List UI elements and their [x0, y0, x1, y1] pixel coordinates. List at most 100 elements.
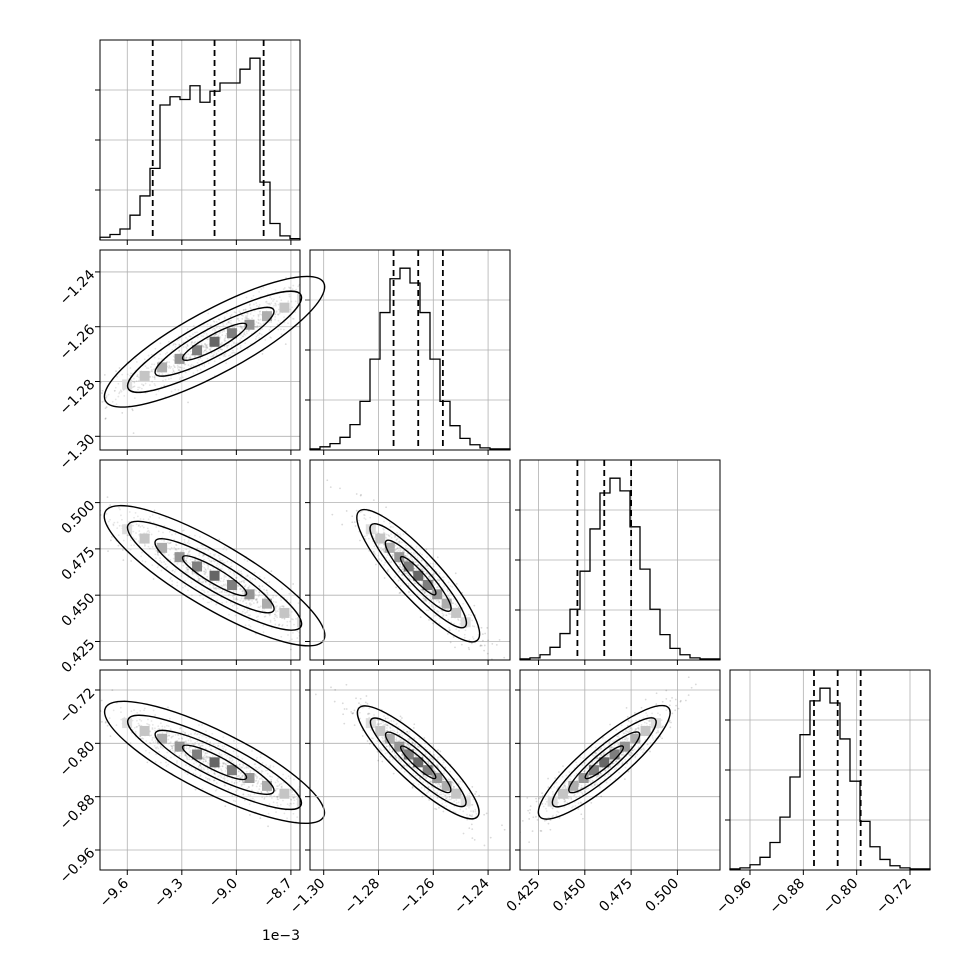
sample-point [272, 594, 275, 597]
sample-point [270, 570, 273, 573]
sample-point [256, 324, 259, 327]
density-block [192, 345, 203, 356]
sample-point [644, 698, 647, 701]
sample-point [279, 605, 282, 608]
sample-point [342, 277, 344, 279]
sample-point [181, 376, 184, 379]
sample-point [288, 592, 291, 595]
sample-point [674, 709, 677, 712]
sample-point [238, 571, 241, 574]
sample-point [151, 376, 154, 378]
sample-point [191, 573, 194, 576]
sample-point [87, 722, 89, 724]
sample-point [224, 336, 227, 339]
sample-point [269, 619, 272, 622]
sample-point [168, 378, 170, 380]
sample-point [209, 583, 212, 585]
sample-point [246, 560, 249, 562]
sample-point [226, 312, 228, 315]
sample-point [248, 609, 251, 611]
sample-point [280, 635, 283, 638]
sample-point [159, 342, 162, 345]
sample-point [247, 614, 250, 617]
sample-point [406, 555, 409, 557]
sample-point [116, 521, 119, 524]
sample-point [207, 566, 210, 568]
sample-point [120, 390, 123, 393]
sample-point [203, 365, 206, 368]
sample-point [213, 320, 216, 323]
sample-point [239, 339, 242, 342]
sample-point [219, 343, 222, 346]
sample-point [353, 724, 356, 727]
sample-point [406, 574, 409, 577]
sample-point [114, 398, 117, 401]
sample-point [221, 331, 224, 333]
sample-point [240, 326, 243, 329]
sample-point [91, 409, 93, 411]
histogram-panel-1 [305, 249, 511, 455]
sample-point [218, 318, 221, 321]
sample-point [207, 312, 210, 315]
sample-point [671, 696, 673, 699]
sample-point [244, 308, 247, 311]
sample-point [212, 553, 215, 556]
sample-point [118, 367, 121, 369]
sample-point [208, 583, 211, 585]
sample-point [225, 601, 228, 603]
sample-point [130, 534, 133, 536]
sample-point [600, 795, 603, 798]
density-contour [103, 275, 326, 408]
sample-point [274, 315, 277, 318]
sample-point [151, 545, 154, 548]
sample-point [154, 553, 157, 556]
sample-point [187, 353, 190, 356]
sample-point [251, 599, 254, 602]
sample-point [192, 333, 194, 336]
sample-point [383, 564, 385, 566]
sample-point [194, 341, 197, 343]
sample-point [247, 599, 250, 601]
sample-point [330, 285, 332, 287]
sample-point [549, 828, 552, 831]
sample-point [178, 369, 181, 371]
sample-point [255, 616, 258, 619]
sample-point [454, 646, 456, 649]
sample-point [190, 343, 193, 346]
sample-point [212, 327, 215, 330]
sample-point [174, 366, 176, 369]
sample-point [280, 605, 283, 608]
sample-point [223, 340, 226, 343]
sample-point [196, 547, 199, 550]
density-block [157, 362, 168, 373]
sample-point [192, 571, 194, 574]
sample-point [177, 547, 180, 550]
sample-point [194, 586, 197, 588]
sample-point [252, 314, 255, 317]
sample-point [122, 539, 125, 542]
sample-point [382, 531, 385, 534]
sample-point [331, 291, 333, 293]
sample-point [400, 568, 403, 571]
sample-point [232, 349, 234, 352]
sample-point [239, 588, 241, 590]
sample-point [210, 600, 213, 603]
sample-point [455, 628, 458, 631]
sample-point [176, 581, 179, 584]
sample-point [210, 560, 213, 562]
sample-point [199, 536, 201, 538]
sample-point [457, 606, 460, 609]
sample-point [139, 518, 142, 520]
scatter-panel-1-3: −1.30 −1.28 −1.26 −1.24 [287, 669, 511, 917]
sample-point [438, 579, 441, 582]
sample-point [184, 585, 187, 587]
sample-point [329, 486, 332, 489]
sample-point [265, 300, 268, 303]
sample-point [232, 591, 235, 593]
sample-point [185, 336, 187, 339]
sample-point [535, 800, 538, 803]
sample-point [179, 376, 182, 379]
sample-point [188, 335, 191, 338]
sample-point [355, 509, 358, 512]
sample-point [233, 341, 235, 344]
